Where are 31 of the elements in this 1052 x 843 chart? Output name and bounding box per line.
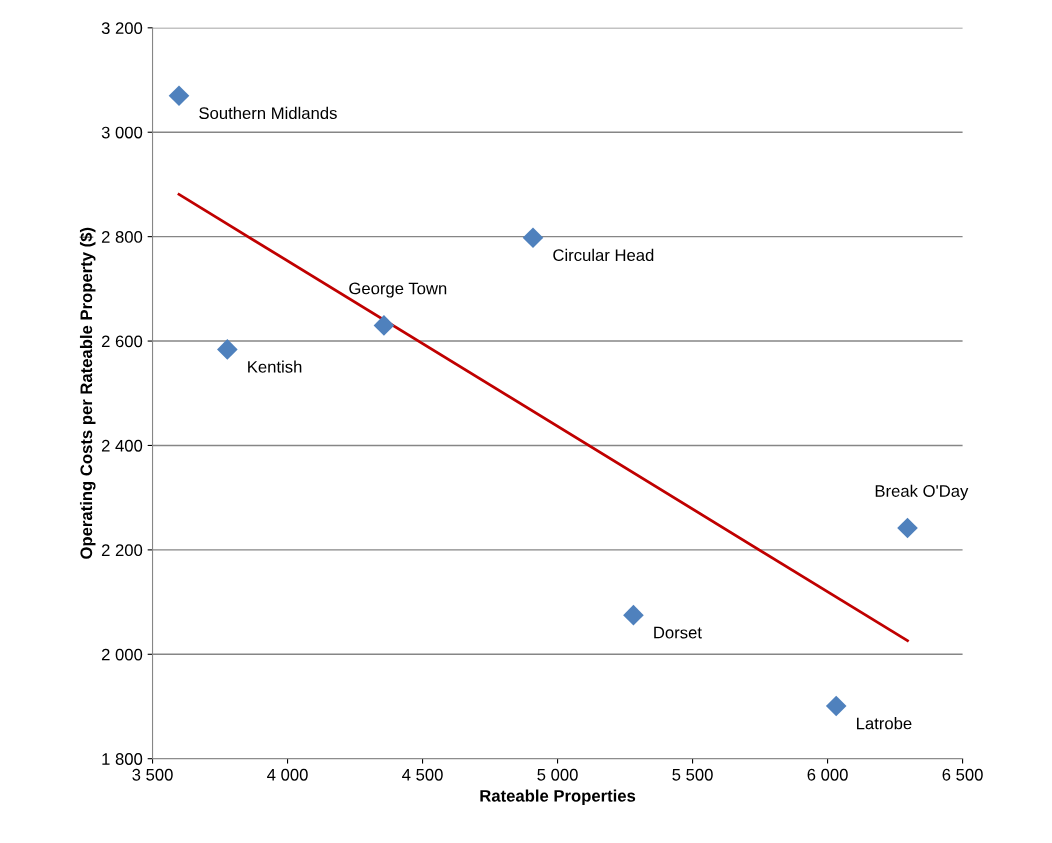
annotation: George Town — [349, 282, 447, 298]
x-tick-label: 5 500 — [672, 768, 713, 781]
y-tick-label: 2 400 — [101, 439, 143, 452]
annotation: Dorset — [654, 626, 702, 639]
x-tick-label: 3 500 — [132, 768, 173, 781]
x-tick-label: 5 000 — [537, 768, 578, 781]
annotation: Circular Head — [553, 248, 654, 262]
annotation: Southern Midlands — [199, 106, 337, 120]
y-tick-label: 3 200 — [101, 22, 143, 35]
annotation: Break O'Day — [875, 484, 969, 501]
point — [217, 339, 238, 360]
x-tick-label: 6 500 — [942, 768, 983, 781]
annotation: Kentish — [248, 360, 302, 373]
y-tick-label: 2 000 — [101, 648, 143, 661]
point — [897, 517, 918, 539]
y-tick-label: 1 800 — [102, 753, 143, 765]
point — [168, 85, 190, 106]
y-tick-label: 2 200 — [101, 544, 143, 557]
point — [825, 695, 847, 717]
point — [522, 227, 544, 248]
y-tick-label: 2 800 — [101, 231, 143, 243]
x-tick-label: 4 500 — [402, 768, 443, 781]
x-tick-label: 6 000 — [807, 768, 848, 781]
point — [623, 604, 644, 626]
y-axis-title: Operating Costs per Rateable Property ($) — [79, 227, 96, 559]
x-tick-label: 4 000 — [267, 768, 308, 781]
annotation: Latrobe — [857, 717, 912, 730]
point — [373, 315, 395, 336]
x-axis-title: Rateable Properties — [480, 789, 636, 806]
y-tick-label: 2 600 — [101, 335, 143, 348]
y-tick-label: 3 000 — [101, 126, 143, 139]
